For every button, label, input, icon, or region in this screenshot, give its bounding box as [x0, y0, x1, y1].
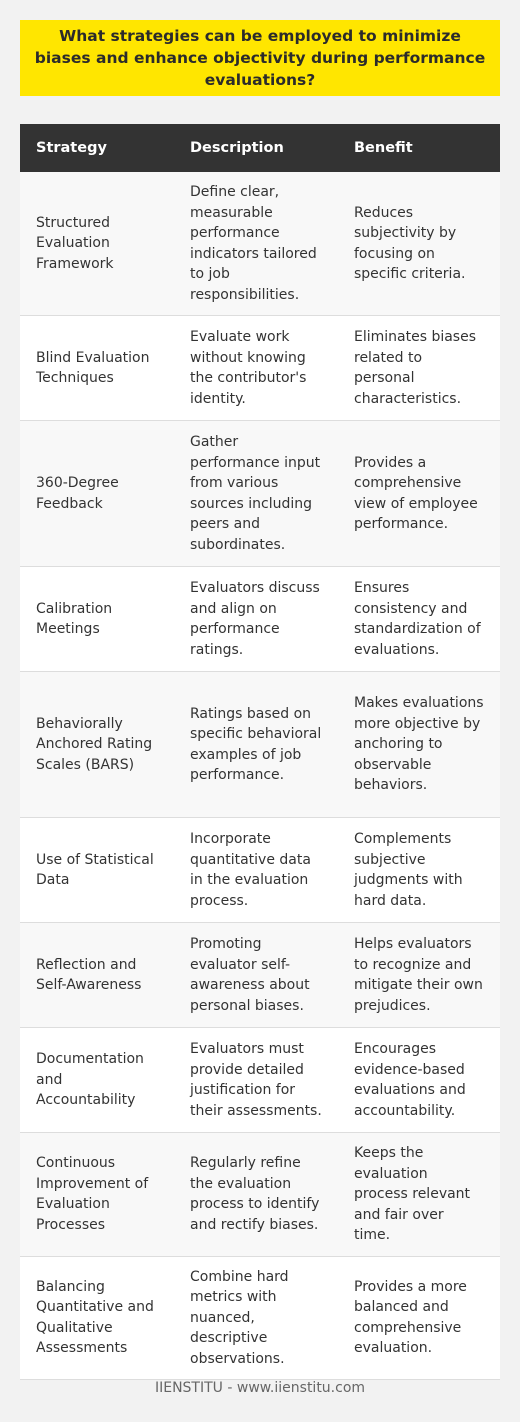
cell-description: Ratings based on specific behavioral exa… — [174, 671, 338, 818]
cell-benefit: Helps evaluators to recognize and mitiga… — [338, 922, 500, 1028]
cell-benefit: Keeps the evaluation process relevant an… — [338, 1132, 500, 1257]
cell-strategy: 360-Degree Feedback — [20, 420, 174, 567]
header-strategy: Strategy — [20, 124, 174, 172]
cell-strategy: Reflection and Self-Awareness — [20, 922, 174, 1028]
cell-description: Evaluators must provide detailed justifi… — [174, 1027, 338, 1133]
table-row: Calibration Meetings Evaluators discuss … — [20, 566, 500, 672]
cell-strategy: Balancing Quantitative and Qualitative A… — [20, 1256, 174, 1380]
cell-strategy: Behaviorally Anchored Rating Scales (BAR… — [20, 671, 174, 818]
cell-strategy: Documentation and Accountability — [20, 1027, 174, 1133]
header-description: Description — [174, 124, 338, 172]
table-header-row: Strategy Description Benefit — [20, 124, 500, 172]
header-benefit: Benefit — [338, 124, 500, 172]
table-row: Behaviorally Anchored Rating Scales (BAR… — [20, 671, 500, 818]
cell-description: Regularly refine the evaluation process … — [174, 1132, 338, 1257]
cell-strategy: Calibration Meetings — [20, 566, 174, 672]
cell-benefit: Encourages evidence-based evaluations an… — [338, 1027, 500, 1133]
table-row: 360-Degree Feedback Gather performance i… — [20, 420, 500, 567]
cell-description: Gather performance input from various so… — [174, 420, 338, 567]
cell-benefit: Ensures consistency and standardization … — [338, 566, 500, 672]
strategies-table: Strategy Description Benefit Structured … — [20, 124, 500, 1380]
table-row: Documentation and Accountability Evaluat… — [20, 1027, 500, 1133]
cell-description: Evaluators discuss and align on performa… — [174, 566, 338, 672]
cell-benefit: Provides a more balanced and comprehensi… — [338, 1256, 500, 1380]
cell-description: Promoting evaluator self-awareness about… — [174, 922, 338, 1028]
cell-strategy: Use of Statistical Data — [20, 817, 174, 923]
table-row: Balancing Quantitative and Qualitative A… — [20, 1256, 500, 1380]
cell-description: Combine hard metrics with nuanced, descr… — [174, 1256, 338, 1380]
table-row: Structured Evaluation Framework Define c… — [20, 172, 500, 316]
cell-benefit: Reduces subjectivity by focusing on spec… — [338, 172, 500, 316]
table-row: Reflection and Self-Awareness Promoting … — [20, 922, 500, 1028]
footer-credit: IIENSTITU - www.iienstitu.com — [154, 1380, 366, 1396]
cell-strategy: Continuous Improvement of Evaluation Pro… — [20, 1132, 174, 1257]
cell-description: Incorporate quantitative data in the eva… — [174, 817, 338, 923]
cell-description: Define clear, measurable performance ind… — [174, 172, 338, 316]
cell-strategy: Blind Evaluation Techniques — [20, 315, 174, 421]
cell-benefit: Complements subjective judgments with ha… — [338, 817, 500, 923]
table-row: Use of Statistical Data Incorporate quan… — [20, 817, 500, 923]
page-title: What strategies can be employed to minim… — [20, 20, 500, 96]
table-row: Blind Evaluation Techniques Evaluate wor… — [20, 315, 500, 421]
cell-benefit: Eliminates biases related to personal ch… — [338, 315, 500, 421]
cell-benefit: Provides a comprehensive view of employe… — [338, 420, 500, 567]
cell-strategy: Structured Evaluation Framework — [20, 172, 174, 316]
cell-description: Evaluate work without knowing the contri… — [174, 315, 338, 421]
table-row: Continuous Improvement of Evaluation Pro… — [20, 1132, 500, 1257]
cell-benefit: Makes evaluations more objective by anch… — [338, 671, 500, 818]
